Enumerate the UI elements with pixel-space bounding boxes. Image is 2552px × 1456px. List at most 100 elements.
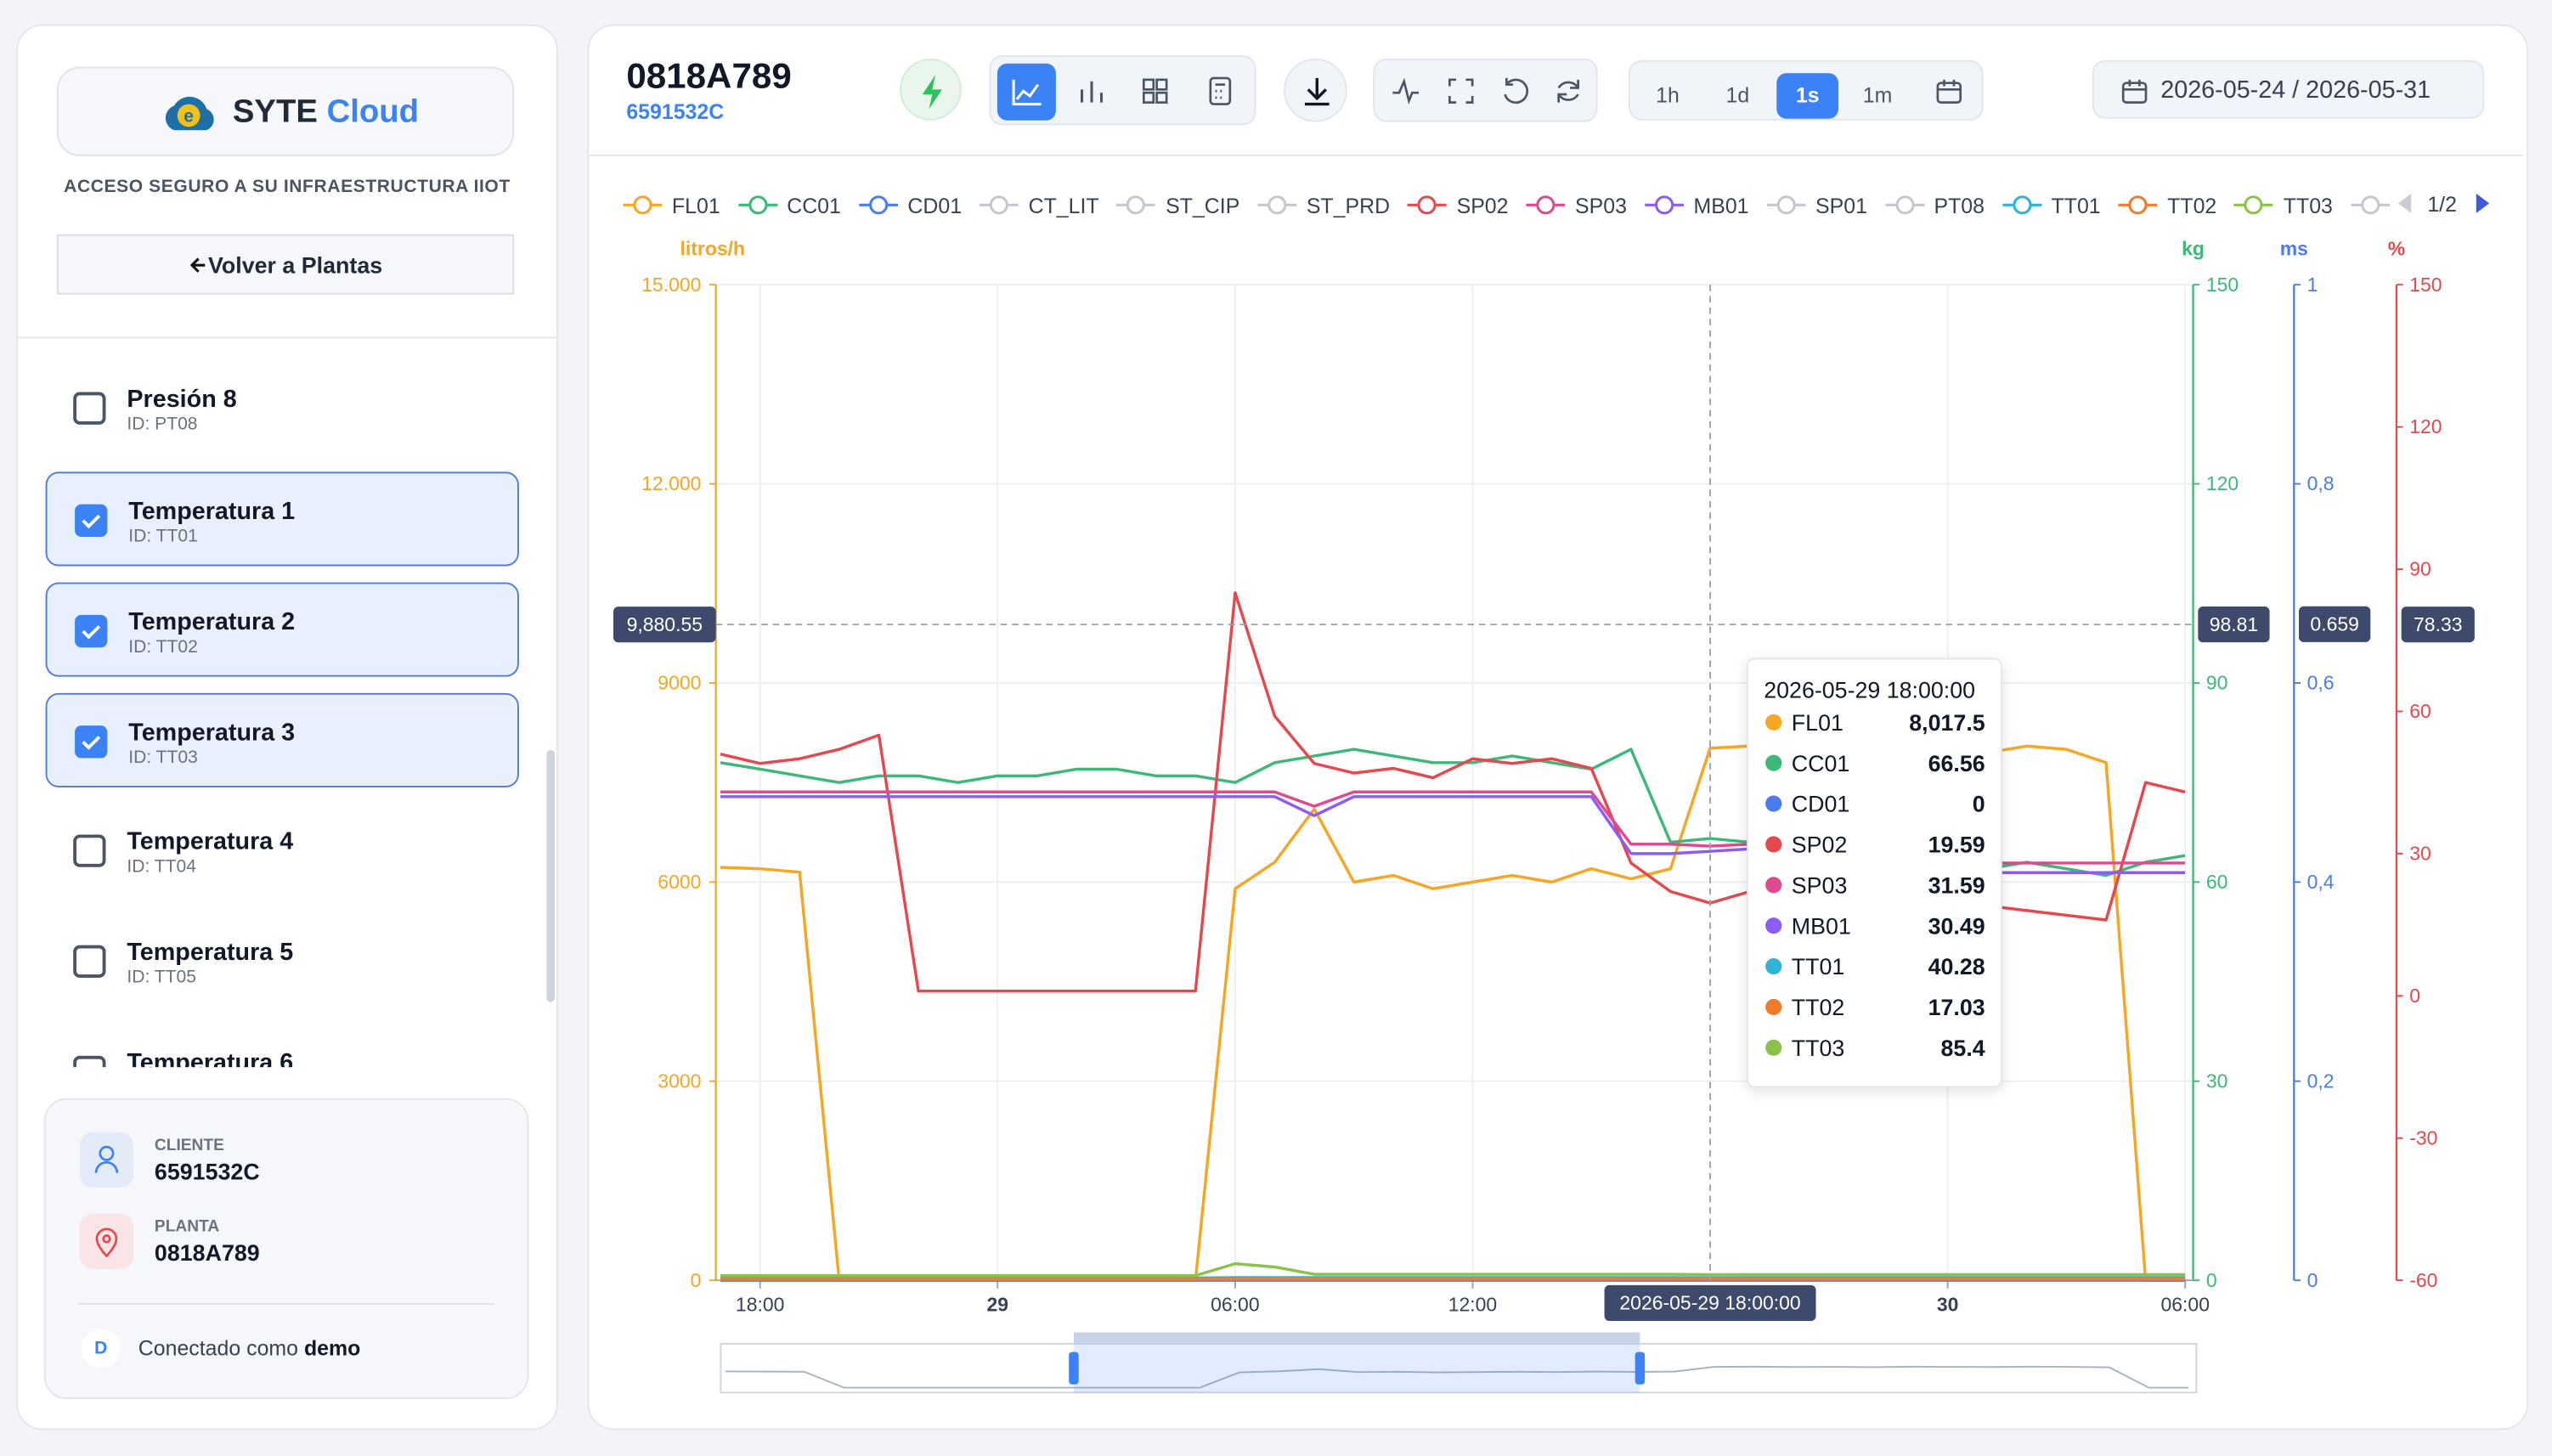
y-tick-label: 150 (2409, 274, 2442, 296)
sensor-item[interactable]: Temperatura 2 ID: TT02 (45, 582, 519, 677)
sensor-item[interactable]: Temperatura 3 ID: TT03 (45, 692, 519, 787)
legend-icon (1408, 195, 1448, 215)
legend-icon (1885, 195, 1924, 215)
legend-item[interactable]: SP03 (1526, 189, 1627, 221)
legend-item[interactable]: CD01 (858, 189, 962, 221)
calendar-button[interactable] (1934, 76, 1963, 105)
tooltip-value: 31.59 (1928, 872, 1985, 898)
legend-dot (990, 195, 1009, 215)
sensor-id: ID: TT03 (128, 748, 198, 768)
y-tick-label: 60 (2206, 871, 2228, 893)
legend-icon (2234, 195, 2274, 215)
pulse-button[interactable] (1389, 75, 1421, 107)
svg-text:e: e (183, 107, 194, 127)
refresh-button[interactable] (1552, 75, 1584, 107)
connected-label: Conectado como (138, 1335, 299, 1361)
legend-item[interactable]: PT08 (1885, 189, 1985, 221)
sidebar: e SYTE Cloud ACCESO SEGURO A SU INFRAEST… (16, 24, 558, 1431)
y-tick-label: 6000 (658, 871, 701, 893)
back-button[interactable]: Volver a Plantas (57, 234, 515, 295)
legend-next[interactable] (2471, 190, 2494, 217)
y-axis-title: ms (2280, 238, 2308, 260)
device-title: 0818A789 (626, 55, 792, 96)
date-range[interactable]: 2026-05-24 / 2026-05-31 (2092, 59, 2485, 119)
tooltip-dot (1765, 998, 1782, 1016)
legend-item[interactable]: ST_CIP (1116, 189, 1239, 221)
legend-item[interactable]: CT_LIT (980, 189, 1099, 221)
sensor-item[interactable]: Temperatura 4 ID: TT04 (46, 804, 519, 898)
sensor-item[interactable]: Temperatura 5 ID: TT05 (46, 914, 519, 1008)
series-line (720, 1261, 2186, 1278)
legend-prev[interactable] (2393, 190, 2416, 217)
legend-item[interactable]: TT02 (2118, 189, 2216, 221)
legend-item[interactable]: CC01 (737, 189, 841, 221)
undo-button[interactable] (1499, 75, 1531, 107)
fullscreen-button[interactable] (1445, 75, 1477, 107)
legend-label: TT03 (2283, 192, 2333, 217)
legend-item[interactable]: TT03 (2234, 189, 2333, 221)
minimap-handle[interactable] (1635, 1352, 1646, 1385)
y-tick-label: 120 (2409, 415, 2442, 437)
legend-dot (633, 195, 652, 215)
back-label: Volver a Plantas (207, 251, 383, 278)
legend-item[interactable]: T (2350, 189, 2390, 221)
legend-icon (1766, 195, 1806, 215)
sensor-item[interactable]: Temperatura 1 ID: TT01 (45, 471, 519, 567)
crosshair-label: 78.33 (2414, 613, 2462, 635)
calendar-icon (2121, 79, 2148, 104)
sensor-item[interactable]: Presión 8 ID: PT08 (46, 361, 519, 455)
calc-button[interactable] (1204, 75, 1236, 107)
y-tick-label: 30 (2409, 843, 2431, 865)
bar-chart-button[interactable] (1076, 75, 1108, 107)
logo: e (165, 96, 214, 131)
legend-icon (2350, 195, 2390, 215)
y-tick-label: 0,6 (2307, 672, 2335, 694)
y-tick-label: 0 (2206, 1269, 2217, 1291)
legend-item[interactable]: FL01 (623, 189, 720, 221)
range-button[interactable]: 1h (1656, 82, 1680, 108)
sensor-item[interactable]: Temperatura 6 (46, 1025, 519, 1068)
avatar: D (81, 1329, 121, 1369)
live-button[interactable] (900, 58, 962, 121)
sensor-name: Presión 8 (127, 385, 237, 414)
grid-button[interactable] (1139, 75, 1172, 107)
legend-dot (2128, 195, 2148, 215)
legend-icon (2002, 195, 2042, 215)
legend-item[interactable]: TT01 (2002, 189, 2101, 221)
legend-item[interactable]: MB01 (1645, 189, 1749, 221)
sensor-name: Temperatura 4 (127, 827, 294, 856)
y-tick-label: 0,8 (2307, 472, 2335, 494)
range-button[interactable]: 1m (1862, 82, 1893, 108)
range-button[interactable]: 1s (1776, 73, 1839, 119)
legend-item[interactable]: SP02 (1408, 189, 1509, 221)
sensor-id: ID: TT01 (128, 527, 198, 547)
legend-label: MB01 (1693, 192, 1749, 217)
minimap-handle[interactable] (1069, 1352, 1079, 1385)
legend-dot (2360, 195, 2380, 215)
y-tick-label: 0,4 (2307, 871, 2335, 893)
tooltip-name: TT02 (1792, 995, 1845, 1020)
legend-icon (1257, 195, 1297, 215)
checkbox (73, 392, 106, 425)
legend-item[interactable]: SP01 (1766, 189, 1867, 221)
legend-label: SP01 (1815, 192, 1867, 217)
check (82, 624, 101, 640)
legend-item[interactable]: ST_PRD (1257, 189, 1390, 221)
brand-cloud: Cloud (326, 94, 420, 131)
x-tick-label: 06:00 (1211, 1294, 1259, 1316)
download-button[interactable] (1284, 58, 1347, 122)
tooltip-value: 19.59 (1928, 832, 1985, 858)
y-tick-label: 90 (2206, 672, 2228, 694)
plant-label: PLANTA (154, 1218, 220, 1237)
crosshair-badge (1604, 1284, 1816, 1322)
legend-icon (2118, 195, 2158, 215)
sensor-name: Temperatura 3 (128, 719, 296, 748)
y-tick-label: 30 (2206, 1069, 2228, 1092)
checkbox (73, 945, 106, 978)
line-chart-button[interactable] (997, 63, 1056, 121)
range-button[interactable]: 1d (1725, 82, 1750, 108)
minimap-bar[interactable] (1073, 1332, 1640, 1344)
legend-icon (980, 195, 1019, 215)
